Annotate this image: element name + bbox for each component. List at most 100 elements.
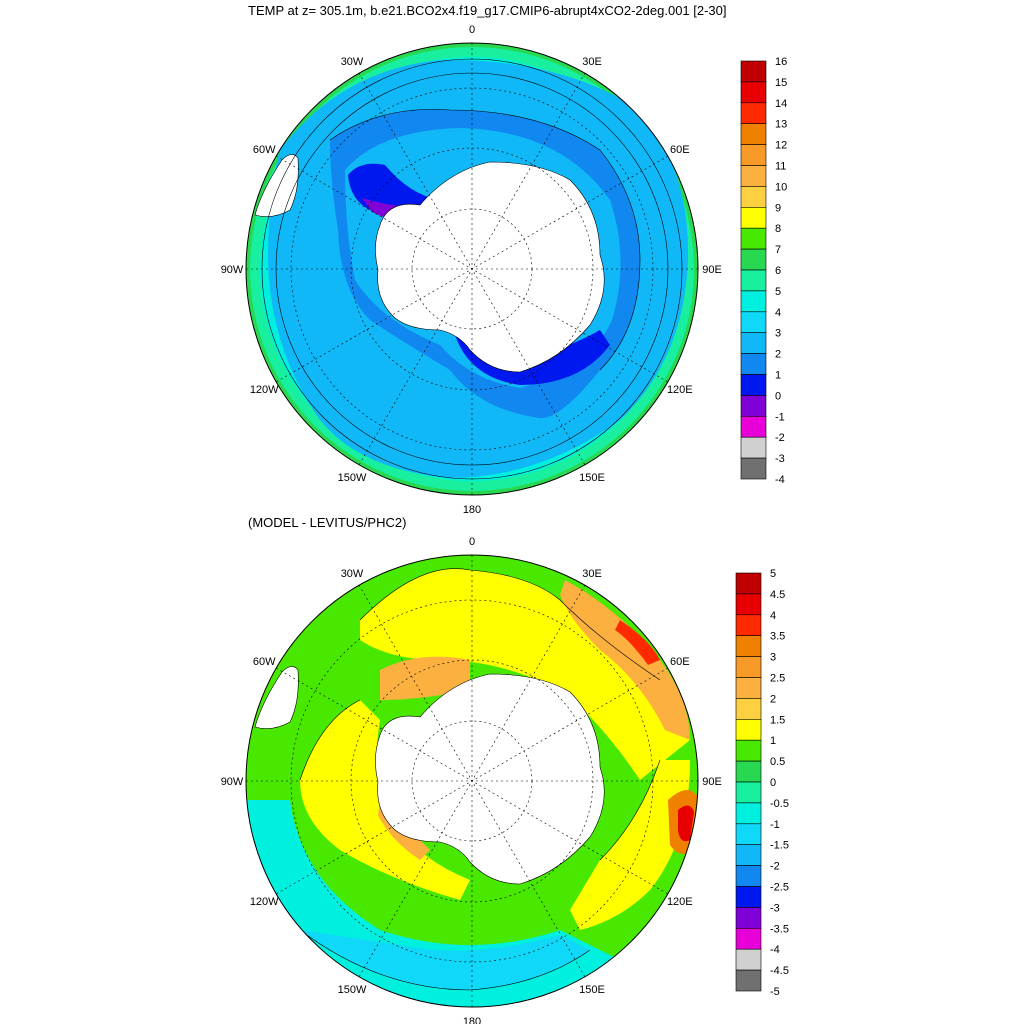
- colorbar-swatch: [735, 781, 762, 804]
- colorbar-tick-label: -3: [770, 902, 780, 914]
- longitude-label: 150E: [579, 984, 605, 996]
- colorbar-tick-label: 7: [775, 244, 781, 256]
- colorbar-swatch: [735, 635, 762, 657]
- longitude-label: 150W: [338, 472, 367, 484]
- longitude-label: 30W: [341, 568, 364, 580]
- colorbar-tick-label: -2: [775, 432, 785, 444]
- colorbar-swatch: [740, 165, 767, 187]
- colorbar-swatch: [735, 718, 762, 741]
- longitude-label: 30W: [341, 56, 364, 68]
- colorbar-swatch: [740, 269, 767, 292]
- colorbar-swatch: [740, 102, 767, 125]
- colorbar-tick-label: 11: [775, 161, 786, 173]
- colorbar-tick-label: 10: [775, 181, 787, 193]
- colorbar-swatch: [740, 436, 767, 459]
- colorbar-tick-label: 13: [775, 119, 787, 131]
- colorbar-tick-label: -0.5: [770, 798, 789, 810]
- colorbar-tick-label: 0: [770, 777, 776, 789]
- colorbar-tick-label: 6: [775, 265, 781, 277]
- longitude-label: 90W: [221, 264, 244, 276]
- colorbar-swatch: [740, 457, 767, 480]
- colorbar-swatch: [735, 572, 762, 595]
- longitude-label: 120E: [667, 896, 693, 908]
- longitude-label: 60W: [253, 656, 276, 668]
- colorbar-tick-label: 1: [770, 735, 776, 747]
- colorbar-tick-label: 1: [775, 370, 781, 382]
- colorbar-swatch: [735, 802, 762, 825]
- longitude-label: 30E: [582, 56, 602, 68]
- longitude-label: 60E: [670, 144, 690, 156]
- colorbar-tick-label: -3.5: [770, 923, 789, 935]
- colorbar-swatch: [740, 395, 767, 417]
- longitude-label: 120W: [250, 384, 279, 396]
- colorbar-swatch: [735, 760, 762, 783]
- colorbar-swatch: [735, 886, 762, 908]
- colorbar-swatch: [740, 332, 767, 354]
- longitude-label: 30E: [582, 568, 602, 580]
- colorbar-swatch: [735, 969, 762, 992]
- longitude-label: 150W: [338, 984, 367, 996]
- longitude-label: 90E: [702, 776, 722, 788]
- longitude-label: 60E: [670, 656, 690, 668]
- colorbar-swatch: [735, 907, 762, 929]
- bottom-longitude-labels: 0 30E 60E 90E 120E 150E 180 150W 120W 90W 60W 30W: [221, 536, 722, 1024]
- colorbar-swatch: [735, 865, 762, 887]
- longitude-label: 60W: [253, 144, 276, 156]
- colorbar-swatch: [735, 823, 762, 845]
- colorbar-tick-label: 1.5: [770, 714, 785, 726]
- colorbar-tick-label: 14: [775, 98, 787, 110]
- colorbar-tick-label: -5: [770, 986, 780, 998]
- longitude-label: 0: [469, 24, 475, 36]
- colorbar-tick-label: 0.5: [770, 756, 785, 768]
- colorbar-tick-label: 8: [775, 223, 781, 235]
- colorbar-swatch: [735, 593, 762, 616]
- colorbar-swatch: [740, 60, 767, 83]
- colorbar-tick-label: -4: [775, 474, 785, 486]
- colorbar-tick-label: 4: [775, 307, 781, 319]
- figure-title: TEMP at z= 305.1m, b.e21.BCO2x4.f19_g17.…: [248, 3, 727, 18]
- colorbar-swatch: [740, 186, 767, 208]
- longitude-label: 150E: [579, 472, 605, 484]
- colorbar-swatch: [735, 739, 762, 762]
- colorbar-tick-label: -1: [770, 819, 780, 831]
- colorbar-swatch: [735, 614, 762, 636]
- colorbar-swatch: [735, 844, 762, 866]
- colorbar-tick-label: 3: [775, 328, 781, 340]
- colorbar-swatch: [740, 144, 767, 166]
- colorbar-tick-label: -3: [775, 453, 785, 465]
- colorbar-swatch: [740, 227, 767, 250]
- longitude-label: 90W: [221, 776, 244, 788]
- colorbar-swatch: [735, 698, 762, 720]
- colorbar-tick-label: 9: [775, 202, 781, 214]
- colorbar-swatch: [740, 248, 767, 271]
- colorbar-swatch: [735, 927, 762, 950]
- colorbar-swatch: [740, 207, 767, 229]
- bottom-colorbar: 5 4.5 4 3.5 3 2.5 2 1.5 1 0.5 0 -0.5 -1 -1.5 -2 -2.5 -3 -…: [735, 568, 789, 998]
- colorbar-swatch: [735, 948, 762, 971]
- colorbar-tick-label: 0: [775, 390, 781, 402]
- colorbar-tick-label: -4: [770, 944, 780, 956]
- colorbar-tick-label: 16: [775, 56, 787, 68]
- colorbar-swatch: [740, 311, 767, 333]
- colorbar-tick-label: 12: [775, 140, 787, 152]
- colorbar-swatch: [740, 81, 767, 104]
- difference-subtitle: (MODEL - LEVITUS/PHC2): [248, 515, 407, 530]
- colorbar-swatch: [740, 290, 767, 313]
- colorbar-swatch: [740, 123, 767, 145]
- top-longitude-labels: 0 30E 60E 90E 120E 150E 180 150W 120W 90W 60W 30W: [221, 24, 722, 516]
- colorbar-tick-label: 15: [775, 77, 787, 89]
- colorbar-tick-label: 5: [775, 286, 781, 298]
- colorbar-tick-label: 4: [770, 610, 776, 622]
- longitude-label: 120W: [250, 896, 279, 908]
- colorbar-tick-label: 5: [770, 568, 776, 580]
- temperature-map: [245, 42, 699, 496]
- colorbar-tick-label: -2.5: [770, 882, 789, 894]
- colorbar-tick-label: 2: [770, 693, 776, 705]
- colorbar-tick-label: 4.5: [770, 589, 785, 601]
- longitude-label: 120E: [667, 384, 693, 396]
- colorbar-tick-label: 3: [770, 652, 776, 664]
- colorbar-tick-label: 3.5: [770, 631, 785, 643]
- longitude-label: 180: [463, 504, 481, 516]
